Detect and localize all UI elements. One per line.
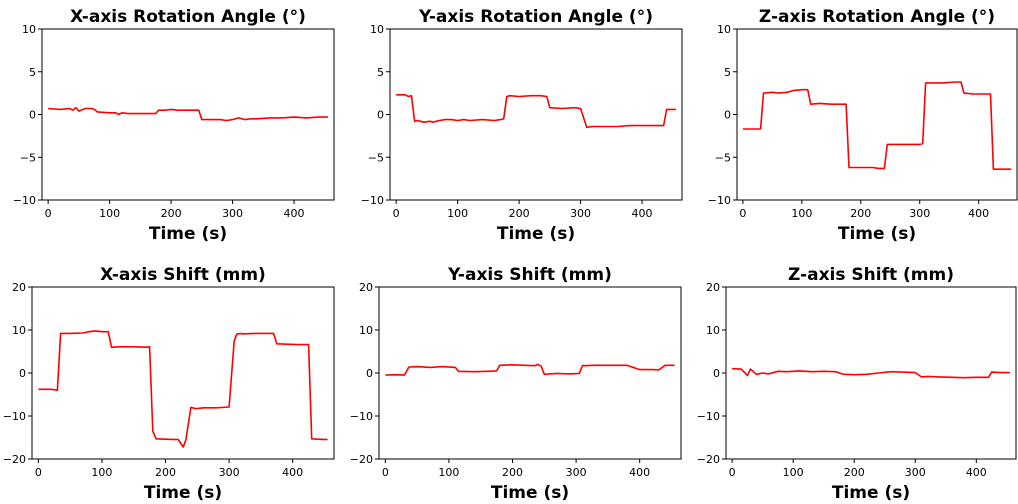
subplot-4: 0 100 200 300 400 −20 −10 0 10 20 X-axis Shift (mm…: [3, 265, 335, 503]
y-tick-label: 10: [706, 324, 720, 337]
x-tick-label: 300: [909, 207, 930, 220]
x-axis-label: Time (s): [497, 224, 575, 244]
x-tick-label: 100: [91, 466, 112, 479]
y-tick-label: 20: [12, 281, 26, 294]
x-axis-label: Time (s): [832, 483, 910, 503]
plot-frame: [31, 286, 335, 460]
subplot-1: 0 100 200 300 400 −10 −5 0 5 10 X-axis Rotation An…: [13, 7, 335, 244]
y-tick-label: 0: [724, 109, 731, 122]
y-tick-label: −10: [13, 194, 36, 207]
chart-title: Y-axis Rotation Angle (°): [418, 7, 653, 27]
x-tick-label: 0: [382, 466, 389, 479]
subplot-6: 0 100 200 300 400 −20 −10 0 10 20 Z-axis Shift (mm…: [697, 265, 1017, 503]
y-tick-label: 10: [12, 324, 26, 337]
series-line-1: [396, 94, 676, 129]
x-tick-label: 100: [791, 207, 812, 220]
chart-title: Z-axis Rotation Angle (°): [759, 7, 995, 27]
x-tick-label: 200: [502, 466, 523, 479]
y-tick-label: 0: [366, 367, 373, 380]
x-tick-label: 400: [966, 466, 987, 479]
series-line-1: [38, 330, 328, 448]
chart-title: X-axis Shift (mm): [100, 265, 266, 285]
y-tick-label: 20: [359, 281, 373, 294]
x-tick-label: 100: [99, 207, 120, 220]
plot-frame: [41, 28, 335, 201]
subplot-2: 0 100 200 300 400 −10 −5 0 5 10 Y-axis Rotation An…: [361, 7, 683, 244]
y-tick-label: −10: [361, 194, 384, 207]
x-tick-label: 400: [282, 466, 303, 479]
x-tick-label: 200: [850, 207, 871, 220]
y-tick-label: −5: [20, 151, 36, 164]
y-tick-label: −20: [350, 453, 373, 466]
series-line-1: [48, 106, 328, 122]
x-tick-label: 200: [844, 466, 865, 479]
subplot-3: 0 100 200 300 400 −10 −5 0 5 10 Z-axis Rotation An…: [708, 7, 1018, 244]
x-axis-label: Time (s): [491, 483, 569, 503]
x-tick-label: 300: [219, 466, 240, 479]
y-tick-label: 0: [713, 367, 720, 380]
y-tick-label: 20: [706, 281, 720, 294]
chart-title: X-axis Rotation Angle (°): [70, 7, 306, 27]
x-axis-label: Time (s): [149, 224, 227, 244]
x-axis-label: Time (s): [838, 224, 916, 244]
x-tick-label: 300: [570, 207, 591, 220]
plot-frame: [389, 28, 683, 201]
x-tick-label: 400: [968, 207, 989, 220]
series-line-1: [385, 363, 675, 376]
y-tick-label: −10: [3, 410, 26, 423]
x-tick-label: 300: [905, 466, 926, 479]
x-tick-label: 100: [783, 466, 804, 479]
y-tick-label: 0: [19, 367, 26, 380]
y-tick-label: −20: [697, 453, 720, 466]
x-tick-label: 0: [45, 207, 52, 220]
x-tick-label: 300: [222, 207, 243, 220]
x-tick-label: 0: [739, 207, 746, 220]
y-tick-label: −10: [697, 410, 720, 423]
plot-frame: [378, 286, 682, 460]
y-tick-label: −5: [368, 151, 384, 164]
y-tick-label: −5: [715, 151, 731, 164]
subplot-5: 0 100 200 300 400 −20 −10 0 10 20 Y-axis Shift (mm…: [350, 265, 682, 503]
y-tick-label: 0: [377, 109, 384, 122]
x-tick-label: 400: [629, 466, 650, 479]
y-tick-label: −10: [708, 194, 731, 207]
y-tick-label: 5: [377, 66, 384, 79]
y-tick-label: 10: [370, 23, 384, 36]
x-tick-label: 200: [509, 207, 530, 220]
x-tick-label: 0: [729, 466, 736, 479]
y-tick-label: 10: [22, 23, 36, 36]
x-tick-label: 0: [35, 466, 42, 479]
y-tick-label: 0: [29, 109, 36, 122]
series-line-1: [732, 367, 1010, 379]
y-tick-label: 5: [724, 66, 731, 79]
x-tick-label: 400: [284, 207, 305, 220]
y-tick-label: −10: [350, 410, 373, 423]
y-tick-label: 5: [29, 66, 36, 79]
x-tick-label: 200: [155, 466, 176, 479]
y-tick-label: 10: [359, 324, 373, 337]
y-tick-label: −20: [3, 453, 26, 466]
x-axis-label: Time (s): [144, 483, 222, 503]
x-tick-label: 100: [447, 207, 468, 220]
chart-title: Z-axis Shift (mm): [788, 265, 954, 285]
x-tick-label: 100: [438, 466, 459, 479]
chart-title: Y-axis Shift (mm): [447, 265, 612, 285]
x-tick-label: 0: [393, 207, 400, 220]
x-tick-label: 300: [566, 466, 587, 479]
plot-frame: [736, 28, 1018, 201]
series-line-1: [742, 81, 1012, 170]
x-tick-label: 200: [161, 207, 182, 220]
y-tick-label: 10: [717, 23, 731, 36]
x-tick-label: 400: [632, 207, 653, 220]
